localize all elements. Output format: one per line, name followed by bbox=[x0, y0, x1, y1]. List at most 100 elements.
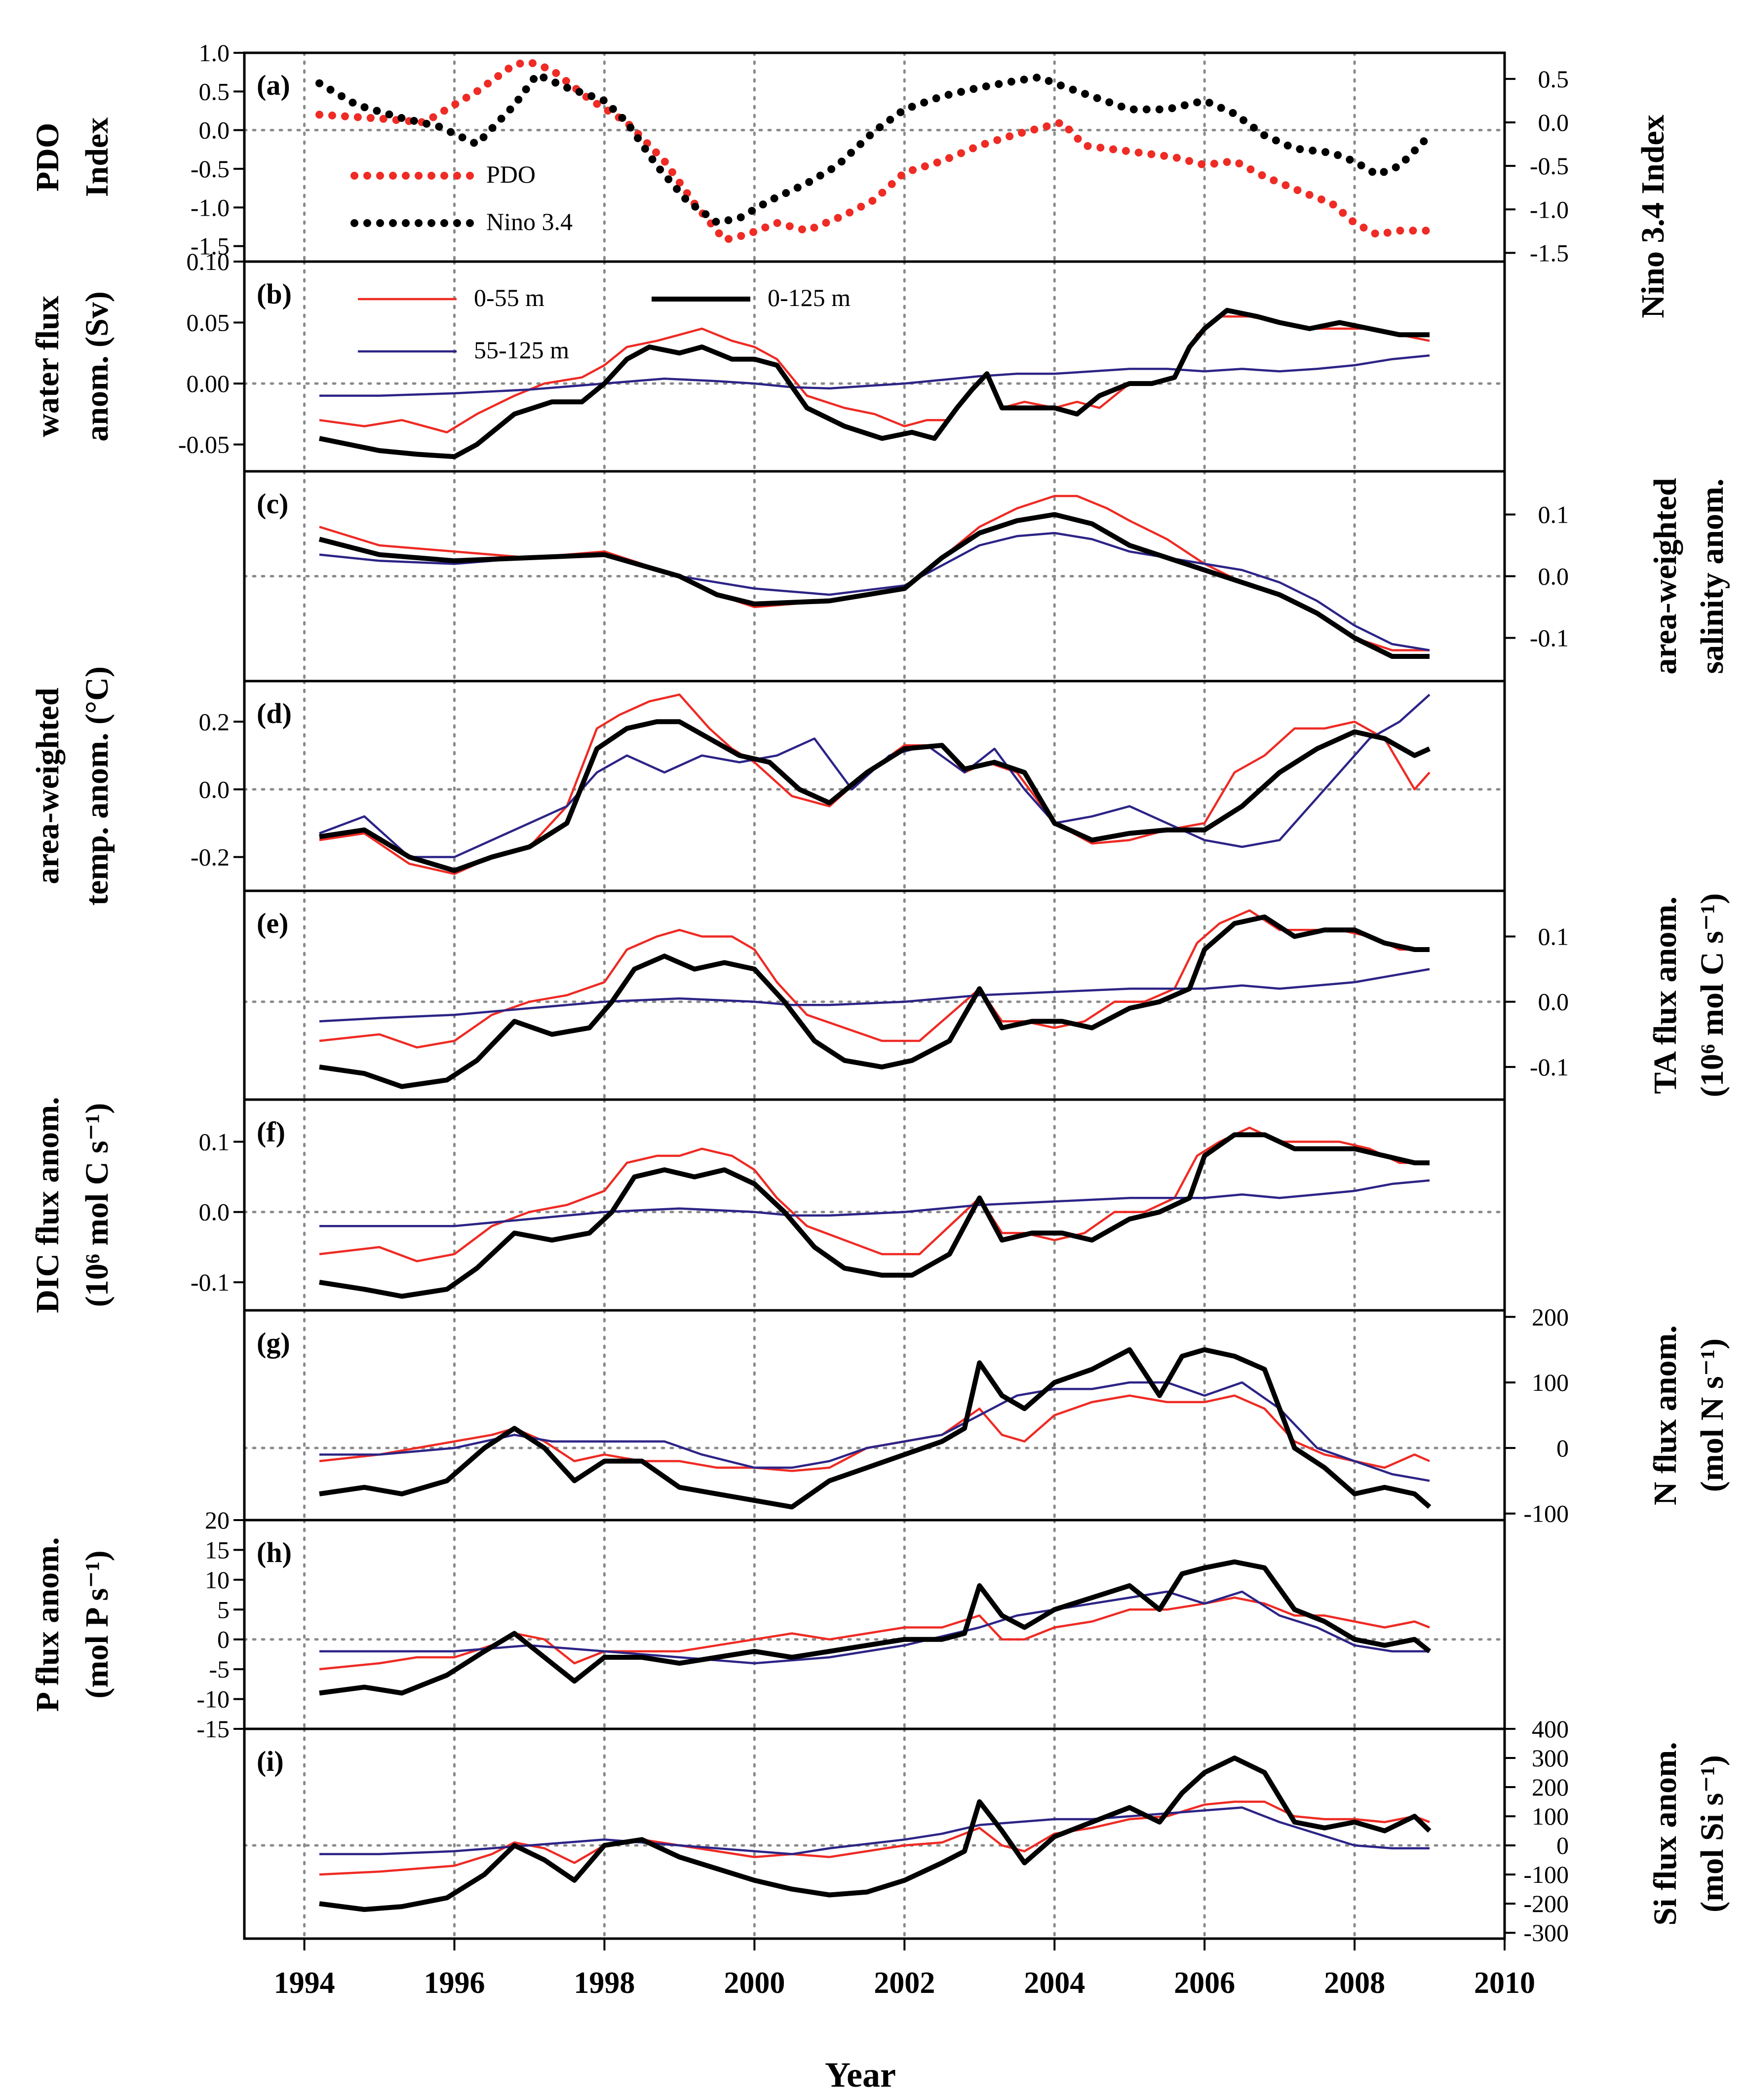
panel-label: (b) bbox=[257, 278, 292, 310]
series-0-125-m bbox=[319, 1132, 1430, 1299]
y-tick-label: 15 bbox=[205, 1536, 230, 1564]
y-tick-label: 1.0 bbox=[199, 39, 230, 67]
series-0-55-m bbox=[319, 495, 1430, 651]
y-tick-label: -0.1 bbox=[1530, 1053, 1569, 1081]
panel-label: (i) bbox=[257, 1745, 284, 1777]
y-axis-label-line2: anom. (Sv) bbox=[79, 291, 115, 441]
x-tick-label: 2002 bbox=[874, 1966, 935, 2000]
series-0-55-m bbox=[319, 1126, 1430, 1262]
y-tick-label: -100 bbox=[1523, 1861, 1569, 1888]
series-55-125-m bbox=[319, 968, 1430, 1023]
y-axis-label-line2: temp. anom. (°C) bbox=[79, 666, 115, 906]
y-tick-label: 10 bbox=[205, 1566, 230, 1594]
y-axis-label-line1: TA flux anom. bbox=[1647, 896, 1683, 1094]
y-axis-label-line2: (mol Si s⁻¹) bbox=[1694, 1755, 1730, 1912]
y-tick-label: 100 bbox=[1532, 1802, 1569, 1830]
panel-f: -0.1 0.0 0.1 DIC flux anom. (10⁶ mol C s⁻¹) (… bbox=[30, 1097, 1506, 1313]
panel-b: -0.05 0.00 0.05 0.10 water flux anom. (Sv) (b)… bbox=[30, 248, 1506, 473]
y-axis-label-line1: PDO bbox=[30, 123, 66, 191]
series-0-55-m bbox=[319, 1800, 1430, 1876]
legend: PDO Nino 3.4 bbox=[350, 160, 573, 235]
y-tick-label: -15 bbox=[196, 1715, 230, 1743]
y-tick-label: 200 bbox=[1532, 1773, 1569, 1801]
series-pdo bbox=[315, 58, 1434, 244]
y-axis-label-line2: salinity anom. bbox=[1694, 478, 1730, 674]
y-tick-label: 0.0 bbox=[199, 775, 230, 803]
y-tick-label: -1.0 bbox=[191, 193, 230, 221]
y-tick-label: 200 bbox=[1532, 1303, 1569, 1331]
y-tick-label: 300 bbox=[1532, 1744, 1569, 1772]
x-tick-label: 1994 bbox=[274, 1966, 335, 2000]
legend-entry-55-125-m: 55-125 m bbox=[474, 336, 569, 364]
y-right-tick-label: -1.5 bbox=[1530, 239, 1569, 267]
y-axis-label-line1: area-weighted bbox=[1647, 478, 1683, 674]
legend: 0-55 m 55-125 m 0-125 m bbox=[358, 284, 851, 364]
y-tick-label: -0.1 bbox=[191, 1268, 230, 1296]
panel-frame bbox=[243, 1098, 1506, 1312]
y-tick-label: 0 bbox=[1556, 1832, 1569, 1859]
y-tick-label: 0 bbox=[217, 1626, 230, 1653]
series-0-125-m bbox=[319, 914, 1430, 1089]
y-tick-label: 0.1 bbox=[199, 1128, 230, 1155]
x-tick-label: 1998 bbox=[574, 1966, 635, 2000]
series-0-55-m bbox=[319, 1596, 1430, 1671]
y-tick-label: 5 bbox=[217, 1596, 230, 1623]
series-55-125-m bbox=[319, 693, 1431, 858]
series-0-55-m bbox=[319, 1394, 1430, 1472]
panel-label: (h) bbox=[257, 1536, 292, 1568]
panel-label: (f) bbox=[257, 1116, 285, 1148]
legend-entry-0-55-m: 0-55 m bbox=[474, 284, 544, 311]
y-axis-label-line2: (mol P s⁻¹) bbox=[79, 1550, 115, 1698]
panel-frame bbox=[243, 1519, 1506, 1730]
y-axis-label-line2: Index bbox=[79, 117, 115, 197]
series-0-125-m bbox=[318, 512, 1430, 659]
panel-label: (c) bbox=[257, 488, 288, 520]
y-tick-label: 0.1 bbox=[1538, 923, 1569, 951]
y-axis-label-line1: Si flux anom. bbox=[1647, 1742, 1683, 1925]
y-tick-label: 0.0 bbox=[199, 116, 230, 144]
y-axis-label-line1: DIC flux anom. bbox=[30, 1097, 66, 1313]
y-tick-label: 0.00 bbox=[187, 370, 230, 397]
y-tick-label: -0.05 bbox=[178, 431, 230, 458]
y-tick-label: 400 bbox=[1532, 1715, 1569, 1743]
y-tick-label: -0.1 bbox=[1530, 624, 1569, 652]
x-axis-label: Year bbox=[825, 2055, 896, 2095]
y-tick-label: -0.5 bbox=[191, 155, 230, 183]
y-axis-label-line1: water flux bbox=[30, 296, 66, 437]
panel-label: (e) bbox=[257, 907, 288, 939]
series-0-125-m bbox=[319, 307, 1430, 459]
panel-label: (d) bbox=[257, 697, 292, 729]
y-tick-label: 0.1 bbox=[1538, 501, 1569, 529]
y-axis-label-line1: P flux anom. bbox=[30, 1537, 66, 1712]
panel-e: -0.1 0.0 0.1 TA flux anom. (10⁶ mol C s⁻¹) (e… bbox=[243, 889, 1730, 1101]
series-55-125-m bbox=[319, 354, 1430, 397]
legend-entry-0-125-m: 0-125 m bbox=[768, 284, 851, 311]
y-tick-label: -1.5 bbox=[191, 232, 230, 260]
series-nino-3-4 bbox=[315, 71, 1434, 227]
panel-label: (a) bbox=[257, 69, 290, 101]
series-0-125-m bbox=[319, 1559, 1432, 1696]
panel-g: -100 0 100 200 N flux anom. (mol N s⁻¹) (g) bbox=[243, 1303, 1730, 1527]
panel-c: -0.1 0.0 0.1 area-weighted salinity anom. (c) bbox=[243, 470, 1730, 683]
panels: -1.5 -1.0 -0.5 0.0 0.5 1.0 -1.5 -1.0 -0.5 0.0 0.5 N… bbox=[30, 39, 1730, 1947]
series-0-55-m bbox=[319, 315, 1430, 434]
y-right-axis-label: Nino 3.4 Index bbox=[1635, 115, 1671, 318]
x-tick-label: 1996 bbox=[424, 1966, 485, 2000]
panel-frame bbox=[243, 680, 1506, 892]
y-right-tick-label: 0.0 bbox=[1538, 109, 1569, 136]
y-tick-label: -10 bbox=[196, 1685, 230, 1713]
x-axis: 1994 1996 1998 2000 2002 2004 2006 2008 2010 bbox=[274, 1939, 1535, 2000]
y-tick-label: -5 bbox=[209, 1655, 230, 1683]
y-tick-label: -300 bbox=[1523, 1919, 1569, 1947]
panel-frame bbox=[243, 889, 1506, 1101]
x-tick-label: 2004 bbox=[1024, 1966, 1085, 2000]
y-axis-label-line2: (10⁶ mol C s⁻¹) bbox=[1694, 893, 1730, 1098]
y-tick-label: 20 bbox=[205, 1506, 230, 1534]
y-tick-label: -200 bbox=[1523, 1890, 1569, 1917]
x-tick-label: 2008 bbox=[1324, 1966, 1385, 2000]
series-0-55-m bbox=[319, 693, 1431, 875]
panel-d: -0.2 0.0 0.2 area-weighted temp. anom. (°C) (… bbox=[30, 666, 1506, 906]
x-tick-label: 2006 bbox=[1174, 1966, 1235, 2000]
series-0-125-m bbox=[319, 719, 1431, 873]
